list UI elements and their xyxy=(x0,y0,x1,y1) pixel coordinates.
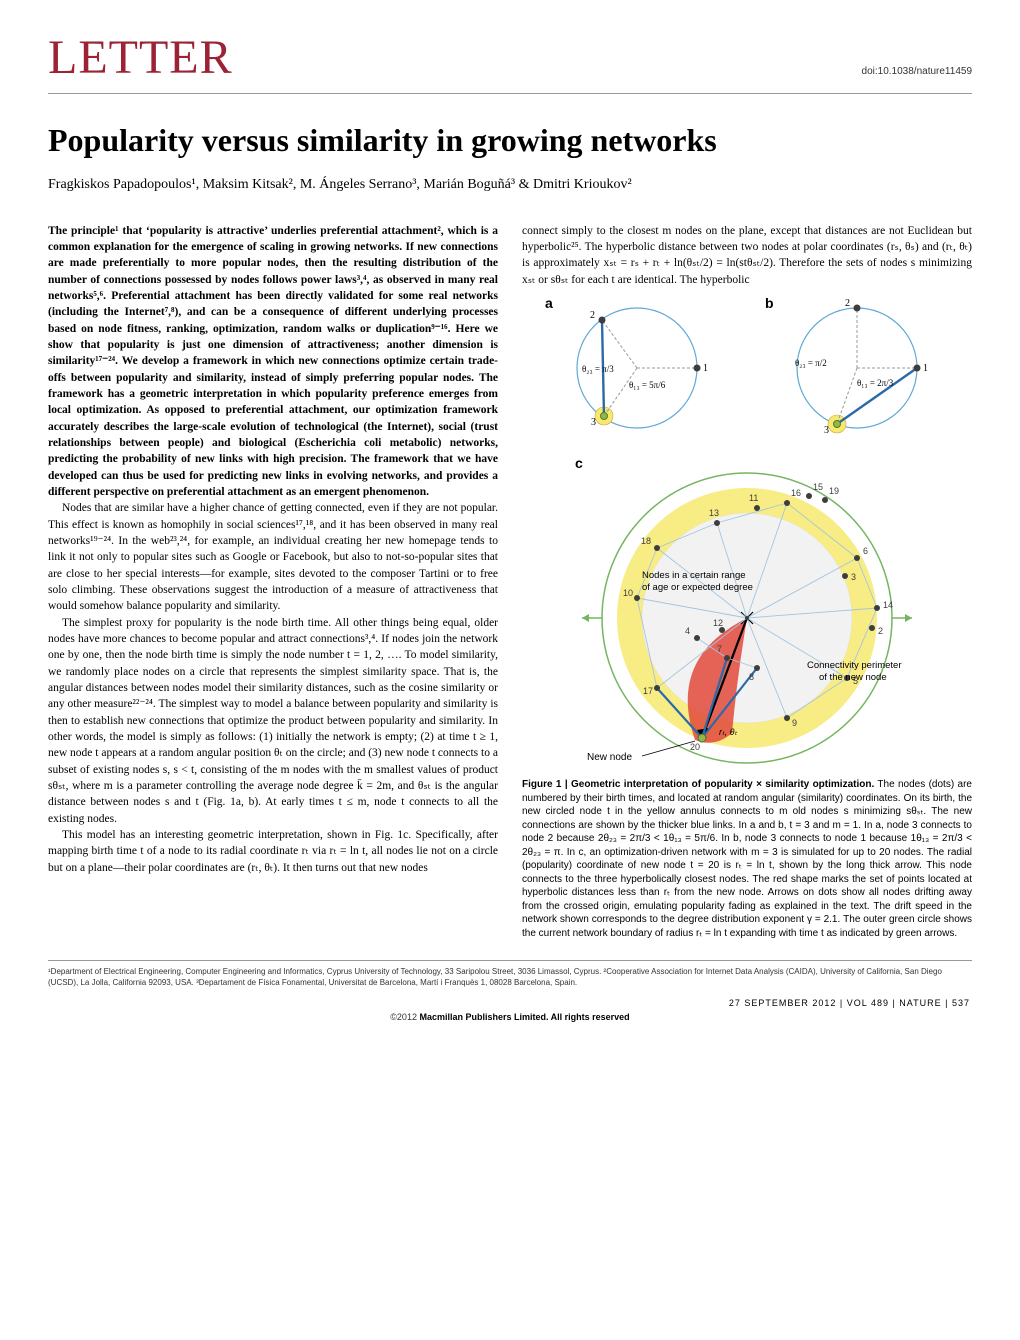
svg-text:8: 8 xyxy=(749,672,754,682)
svg-text:11: 11 xyxy=(749,493,758,503)
svg-text:7: 7 xyxy=(717,644,722,654)
figure-1-caption: Figure 1 | Geometric interpretation of p… xyxy=(522,778,972,940)
panel-a-angle23: θ₂₃ = π/3 xyxy=(582,364,614,374)
svg-text:19: 19 xyxy=(829,486,839,496)
two-column-body: The principle¹ that ‘popularity is attra… xyxy=(48,223,972,940)
svg-text:1: 1 xyxy=(703,363,708,374)
panel-a: a 1 2 3 xyxy=(545,295,708,428)
svg-text:of age or expected degree: of age or expected degree xyxy=(642,582,753,593)
panel-b: b 1 2 3 θ₂₃ = π/2 θ₁₃ = 2π/3 xyxy=(765,295,928,436)
svg-text:17: 17 xyxy=(643,686,653,696)
svg-text:3: 3 xyxy=(824,425,829,436)
panel-b-angle13: θ₁₃ = 2π/3 xyxy=(857,378,894,388)
column-left: The principle¹ that ‘popularity is attra… xyxy=(48,223,498,940)
col2-top-paragraph: connect simply to the closest m nodes on… xyxy=(522,223,972,288)
caption-body: The nodes (dots) are numbered by their b… xyxy=(522,779,972,939)
page-footer: 27 SEPTEMBER 2012 | VOL 489 | NATURE | 5… xyxy=(48,998,972,1022)
section-label: LETTER xyxy=(48,30,233,85)
panel-a-angle13: θ₁₃ = 5π/6 xyxy=(629,380,666,390)
svg-text:2: 2 xyxy=(590,310,595,321)
svg-text:16: 16 xyxy=(791,488,801,498)
figure-1: a 1 2 3 xyxy=(522,288,972,768)
svg-text:3: 3 xyxy=(851,572,856,582)
svg-text:of the new node: of the new node xyxy=(819,672,887,683)
author-list: Fragkiskos Papadopoulos¹, Maksim Kitsak²… xyxy=(48,177,972,193)
svg-text:1: 1 xyxy=(923,363,928,374)
abstract: The principle¹ that ‘popularity is attra… xyxy=(48,223,498,501)
svg-text:2: 2 xyxy=(878,626,883,636)
svg-text:Connectivity perimeter: Connectivity perimeter xyxy=(807,660,902,671)
doi-text: doi:10.1038/nature11459 xyxy=(862,66,972,77)
figure-1-svg: a 1 2 3 xyxy=(522,288,972,768)
column-right: connect simply to the closest m nodes on… xyxy=(522,223,972,940)
svg-text:3: 3 xyxy=(591,417,596,428)
body-paragraph-1: Nodes that are similar have a higher cha… xyxy=(48,500,498,614)
body-paragraph-3: This model has an interesting geometric … xyxy=(48,827,498,876)
svg-text:20: 20 xyxy=(690,742,700,752)
panel-c: c xyxy=(575,455,912,763)
svg-text:15: 15 xyxy=(813,482,823,492)
svg-text:a: a xyxy=(545,295,553,311)
svg-text:12: 12 xyxy=(713,618,723,628)
svg-text:rₜ, θₜ: rₜ, θₜ xyxy=(719,727,738,737)
article-title: Popularity versus similarity in growing … xyxy=(48,122,972,159)
footer-copyright: ©2012 Macmillan Publishers Limited. All … xyxy=(48,1012,972,1022)
svg-text:10: 10 xyxy=(623,588,633,598)
svg-text:2: 2 xyxy=(845,298,850,309)
svg-text:9: 9 xyxy=(792,718,797,728)
svg-text:13: 13 xyxy=(709,508,719,518)
page-header: LETTER doi:10.1038/nature11459 xyxy=(48,30,972,94)
svg-text:Nodes in a certain range: Nodes in a certain range xyxy=(642,570,746,581)
svg-text:New node: New node xyxy=(587,752,632,763)
affiliations: ¹Department of Electrical Engineering, C… xyxy=(48,960,972,988)
svg-text:4: 4 xyxy=(685,626,690,636)
caption-lead: Figure 1 | Geometric interpretation of p… xyxy=(522,779,874,790)
svg-text:18: 18 xyxy=(641,536,651,546)
svg-text:c: c xyxy=(575,455,583,471)
footer-issue-line: 27 SEPTEMBER 2012 | VOL 489 | NATURE | 5… xyxy=(48,998,972,1008)
svg-text:14: 14 xyxy=(883,600,893,610)
body-paragraph-2: The simplest proxy for popularity is the… xyxy=(48,615,498,827)
svg-text:6: 6 xyxy=(863,546,868,556)
svg-text:b: b xyxy=(765,295,774,311)
panel-b-angle23: θ₂₃ = π/2 xyxy=(795,358,827,368)
